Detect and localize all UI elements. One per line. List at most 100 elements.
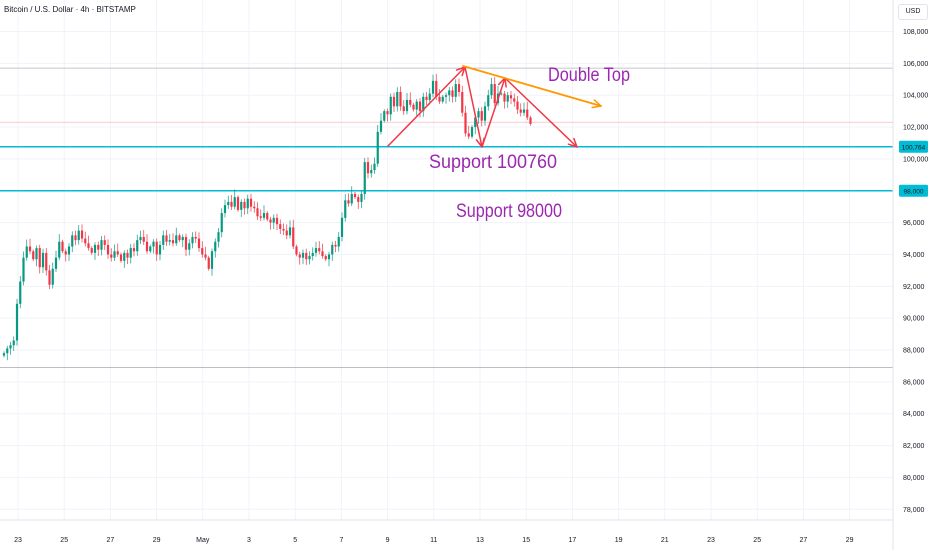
candle[interactable] (259, 209, 262, 222)
candle[interactable] (402, 100, 405, 115)
candle[interactable] (363, 158, 366, 200)
candle[interactable] (220, 208, 223, 238)
candle[interactable] (253, 201, 256, 213)
candle[interactable] (311, 247, 314, 261)
red-arrow[interactable] (387, 66, 466, 147)
candle[interactable] (67, 243, 71, 261)
candle[interactable] (376, 124, 379, 167)
candle[interactable] (113, 244, 116, 261)
candle[interactable] (197, 232, 201, 252)
candle[interactable] (9, 341, 12, 355)
candle[interactable] (32, 249, 35, 262)
candle[interactable] (389, 93, 392, 121)
candle[interactable] (2, 351, 6, 358)
candle[interactable] (301, 249, 305, 265)
candle[interactable] (487, 89, 490, 111)
candle[interactable] (12, 336, 15, 351)
candle[interactable] (272, 214, 275, 229)
candle[interactable] (35, 245, 38, 267)
candle[interactable] (142, 230, 145, 245)
candle[interactable] (194, 231, 197, 243)
candle[interactable] (54, 250, 58, 272)
candle[interactable] (269, 216, 272, 230)
candle[interactable] (175, 227, 178, 246)
candle[interactable] (87, 235, 90, 251)
candle[interactable] (370, 164, 373, 178)
candle[interactable] (513, 93, 516, 107)
candle[interactable] (132, 243, 136, 257)
candle[interactable] (227, 195, 230, 209)
candle[interactable] (438, 89, 441, 105)
candle[interactable] (158, 240, 162, 261)
candle[interactable] (74, 230, 77, 246)
candle[interactable] (129, 244, 132, 264)
candle[interactable] (483, 101, 487, 126)
candle[interactable] (204, 246, 207, 261)
candle[interactable] (493, 77, 496, 107)
candle[interactable] (149, 244, 152, 254)
candle[interactable] (350, 186, 353, 207)
candle[interactable] (509, 91, 513, 105)
candle[interactable] (275, 213, 279, 230)
candle[interactable] (383, 109, 386, 123)
candle[interactable] (379, 113, 383, 135)
candle[interactable] (100, 236, 103, 256)
candle[interactable] (477, 107, 480, 124)
candle[interactable] (448, 87, 451, 102)
candle[interactable] (38, 244, 41, 274)
drawing-arrows-layer[interactable] (387, 65, 602, 148)
candle[interactable] (45, 248, 48, 276)
candle[interactable] (116, 243, 119, 258)
candle[interactable] (308, 251, 311, 265)
candle[interactable] (58, 234, 61, 261)
candle[interactable] (119, 252, 123, 263)
candle[interactable] (249, 193, 253, 212)
candle[interactable] (279, 219, 282, 235)
candle[interactable] (422, 92, 425, 117)
candle[interactable] (526, 101, 529, 121)
candle[interactable] (6, 345, 9, 361)
candle[interactable] (188, 239, 191, 256)
candle[interactable] (392, 92, 396, 113)
candle[interactable] (28, 238, 32, 254)
candle[interactable] (409, 92, 412, 108)
candle[interactable] (480, 107, 483, 127)
candle[interactable] (15, 299, 19, 346)
candle[interactable] (444, 92, 448, 104)
candle[interactable] (360, 190, 363, 209)
candle[interactable] (256, 202, 259, 221)
candle[interactable] (503, 90, 506, 109)
candle[interactable] (266, 211, 269, 222)
candle[interactable] (399, 86, 402, 111)
candle[interactable] (373, 157, 376, 174)
candle[interactable] (22, 251, 25, 286)
annotations-layer[interactable]: Double Top Support 100760 Support 98000 (429, 65, 630, 222)
candle[interactable] (500, 91, 503, 96)
candle[interactable] (152, 239, 155, 254)
candle[interactable] (103, 235, 106, 251)
candle[interactable] (324, 254, 327, 262)
candle[interactable] (519, 103, 522, 117)
candle[interactable] (529, 115, 532, 126)
candle[interactable] (41, 248, 45, 273)
candle[interactable] (425, 92, 428, 106)
candle[interactable] (126, 249, 129, 265)
candle[interactable] (344, 194, 347, 222)
candle[interactable] (178, 233, 181, 243)
candle[interactable] (246, 194, 249, 215)
candle[interactable] (84, 231, 87, 247)
chart-annotation[interactable]: Double Top (548, 65, 630, 86)
candle[interactable] (214, 238, 217, 258)
candle[interactable] (243, 198, 246, 215)
candle[interactable] (285, 224, 288, 240)
candle[interactable] (207, 255, 210, 271)
candle[interactable] (97, 241, 100, 257)
chart-annotation[interactable]: Support 98000 (456, 201, 562, 222)
candle[interactable] (168, 233, 171, 246)
orange-arrow[interactable] (462, 65, 602, 109)
candle[interactable] (61, 239, 64, 254)
candle[interactable] (305, 248, 308, 265)
candle[interactable] (331, 241, 334, 261)
